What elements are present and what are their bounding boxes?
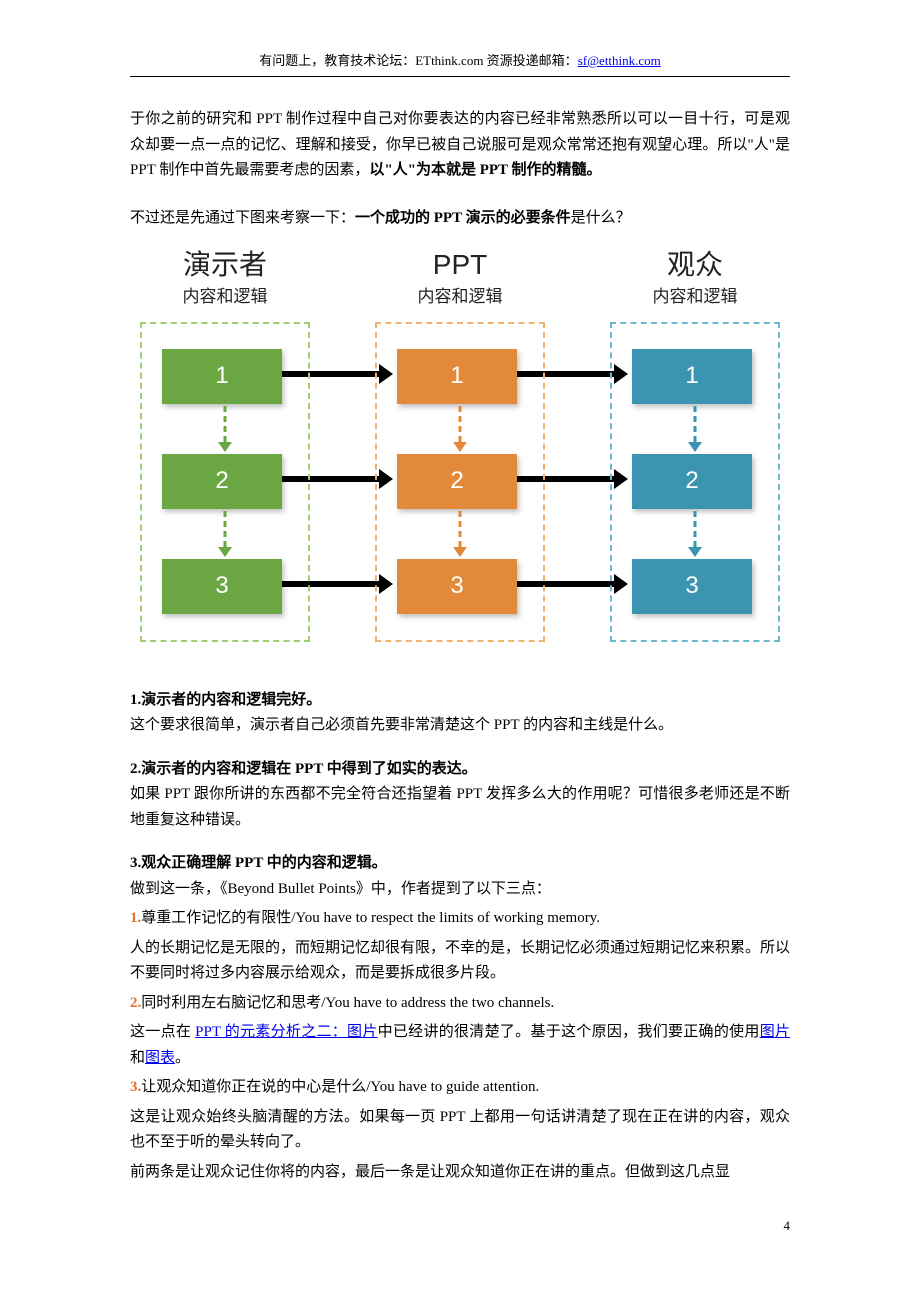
section-1-title: 1.演示者的内容和逻辑完好。 [130, 688, 790, 714]
pt2-b: 中已经讲的很清楚了。基于这个原因，我们要正确的使用 [378, 1024, 760, 1040]
diagram-column-box: 1 2 3 [610, 322, 780, 642]
point-3-title: 让观众知道你正在说的中心是什么/You have to guide attent… [141, 1079, 539, 1095]
diagram-column-box: 1 2 3 [140, 322, 310, 642]
diagram-block: 2 [632, 454, 752, 509]
point-2: 2.同时利用左右脑记忆和思考/You have to address the t… [130, 991, 790, 1017]
para1-bold: 以"人"为本就是 PPT 制作的精髓。 [369, 162, 601, 178]
point-1-num: 1. [130, 910, 141, 926]
link-ppt-analysis[interactable]: PPT 的元素分析之二：图片 [195, 1024, 377, 1040]
col-subtitle: 内容和逻辑 [418, 283, 503, 312]
section-1-body: 这个要求很简单，演示者自己必须首先要非常清楚这个 PPT 的内容和主线是什么。 [130, 713, 790, 739]
down-arrow-icon [218, 406, 232, 452]
diagram-block: 3 [632, 559, 752, 614]
section-2-title: 2.演示者的内容和逻辑在 PPT 中得到了如实的表达。 [130, 757, 790, 783]
diagram-block: 3 [397, 559, 517, 614]
section-3-intro: 做到这一条，《Beyond Bullet Points》中，作者提到了以下三点： [130, 877, 790, 903]
diagram-block: 2 [162, 454, 282, 509]
col-subtitle: 内容和逻辑 [183, 283, 268, 312]
col-subtitle: 内容和逻辑 [653, 283, 738, 312]
link-image[interactable]: 图片 [760, 1024, 790, 1040]
diagram-block: 1 [632, 349, 752, 404]
down-arrow-icon [688, 511, 702, 557]
section-3-title: 3.观众正确理解 PPT 中的内容和逻辑。 [130, 851, 790, 877]
link-chart[interactable]: 图表 [145, 1050, 175, 1066]
paragraph-2: 不过还是先通过下图来考察一下：一个成功的 PPT 演示的必要条件是什么？ [130, 206, 790, 232]
diagram-block: 1 [162, 349, 282, 404]
diagram-block: 3 [162, 559, 282, 614]
header-email-link[interactable]: sf@etthink.com [578, 53, 661, 68]
point-2-title: 同时利用左右脑记忆和思考/You have to address the two… [141, 995, 554, 1011]
down-arrow-icon [218, 511, 232, 557]
para2-c: 是什么？ [571, 210, 631, 226]
point-3: 3.让观众知道你正在说的中心是什么/You have to guide atte… [130, 1075, 790, 1101]
section-2-body: 如果 PPT 跟你所讲的东西都不完全符合还指望着 PPT 发挥多么大的作用呢？可… [130, 782, 790, 833]
point-1-body: 人的长期记忆是无限的，而短期记忆却很有限，不幸的是，长期记忆必须通过短期记忆来积… [130, 936, 790, 987]
col-title: 观众 [667, 250, 723, 281]
pt2-c: 和 [130, 1050, 145, 1066]
diagram-column-box: 1 2 3 [375, 322, 545, 642]
page-number: 4 [130, 1215, 790, 1237]
diagram-column-header: PPT内容和逻辑 [375, 250, 545, 322]
para2-bold: 一个成功的 PPT 演示的必要条件 [355, 210, 571, 226]
page-header: 有问题上，教育技术论坛：ETthink.com 资源投递邮箱：sf@etthin… [130, 50, 790, 77]
col-title: PPT [433, 250, 487, 281]
col-title: 演示者 [183, 250, 267, 281]
point-1: 1.尊重工作记忆的有限性/You have to respect the lim… [130, 906, 790, 932]
pt2-d: 。 [175, 1050, 190, 1066]
diagram-block: 2 [397, 454, 517, 509]
diagram-column-header: 演示者内容和逻辑 [140, 250, 310, 322]
point-2-num: 2. [130, 995, 141, 1011]
diagram-container: 演示者内容和逻辑PPT内容和逻辑观众内容和逻辑 123123123 [130, 235, 790, 652]
diagram-block: 1 [397, 349, 517, 404]
para2-a: 不过还是先通过下图来考察一下： [130, 210, 355, 226]
diagram-column-header: 观众内容和逻辑 [610, 250, 780, 322]
closing-para: 前两条是让观众记住你将的内容，最后一条是让观众知道你正在讲的重点。但做到这几点显 [130, 1160, 790, 1186]
point-2-body: 这一点在 PPT 的元素分析之二：图片中已经讲的很清楚了。基于这个原因，我们要正… [130, 1020, 790, 1071]
paragraph-1: 于你之前的研究和 PPT 制作过程中自己对你要表达的内容已经非常熟悉所以可以一目… [130, 107, 790, 184]
point-1-title: 尊重工作记忆的有限性/You have to respect the limit… [141, 910, 600, 926]
pt2-a: 这一点在 [130, 1024, 195, 1040]
point-3-num: 3. [130, 1079, 141, 1095]
point-3-body: 这是让观众始终头脑清醒的方法。如果每一页 PPT 上都用一句话讲清楚了现在正在讲… [130, 1105, 790, 1156]
down-arrow-icon [453, 511, 467, 557]
down-arrow-icon [453, 406, 467, 452]
header-text: 有问题上，教育技术论坛：ETthink.com 资源投递邮箱： [259, 53, 578, 68]
down-arrow-icon [688, 406, 702, 452]
